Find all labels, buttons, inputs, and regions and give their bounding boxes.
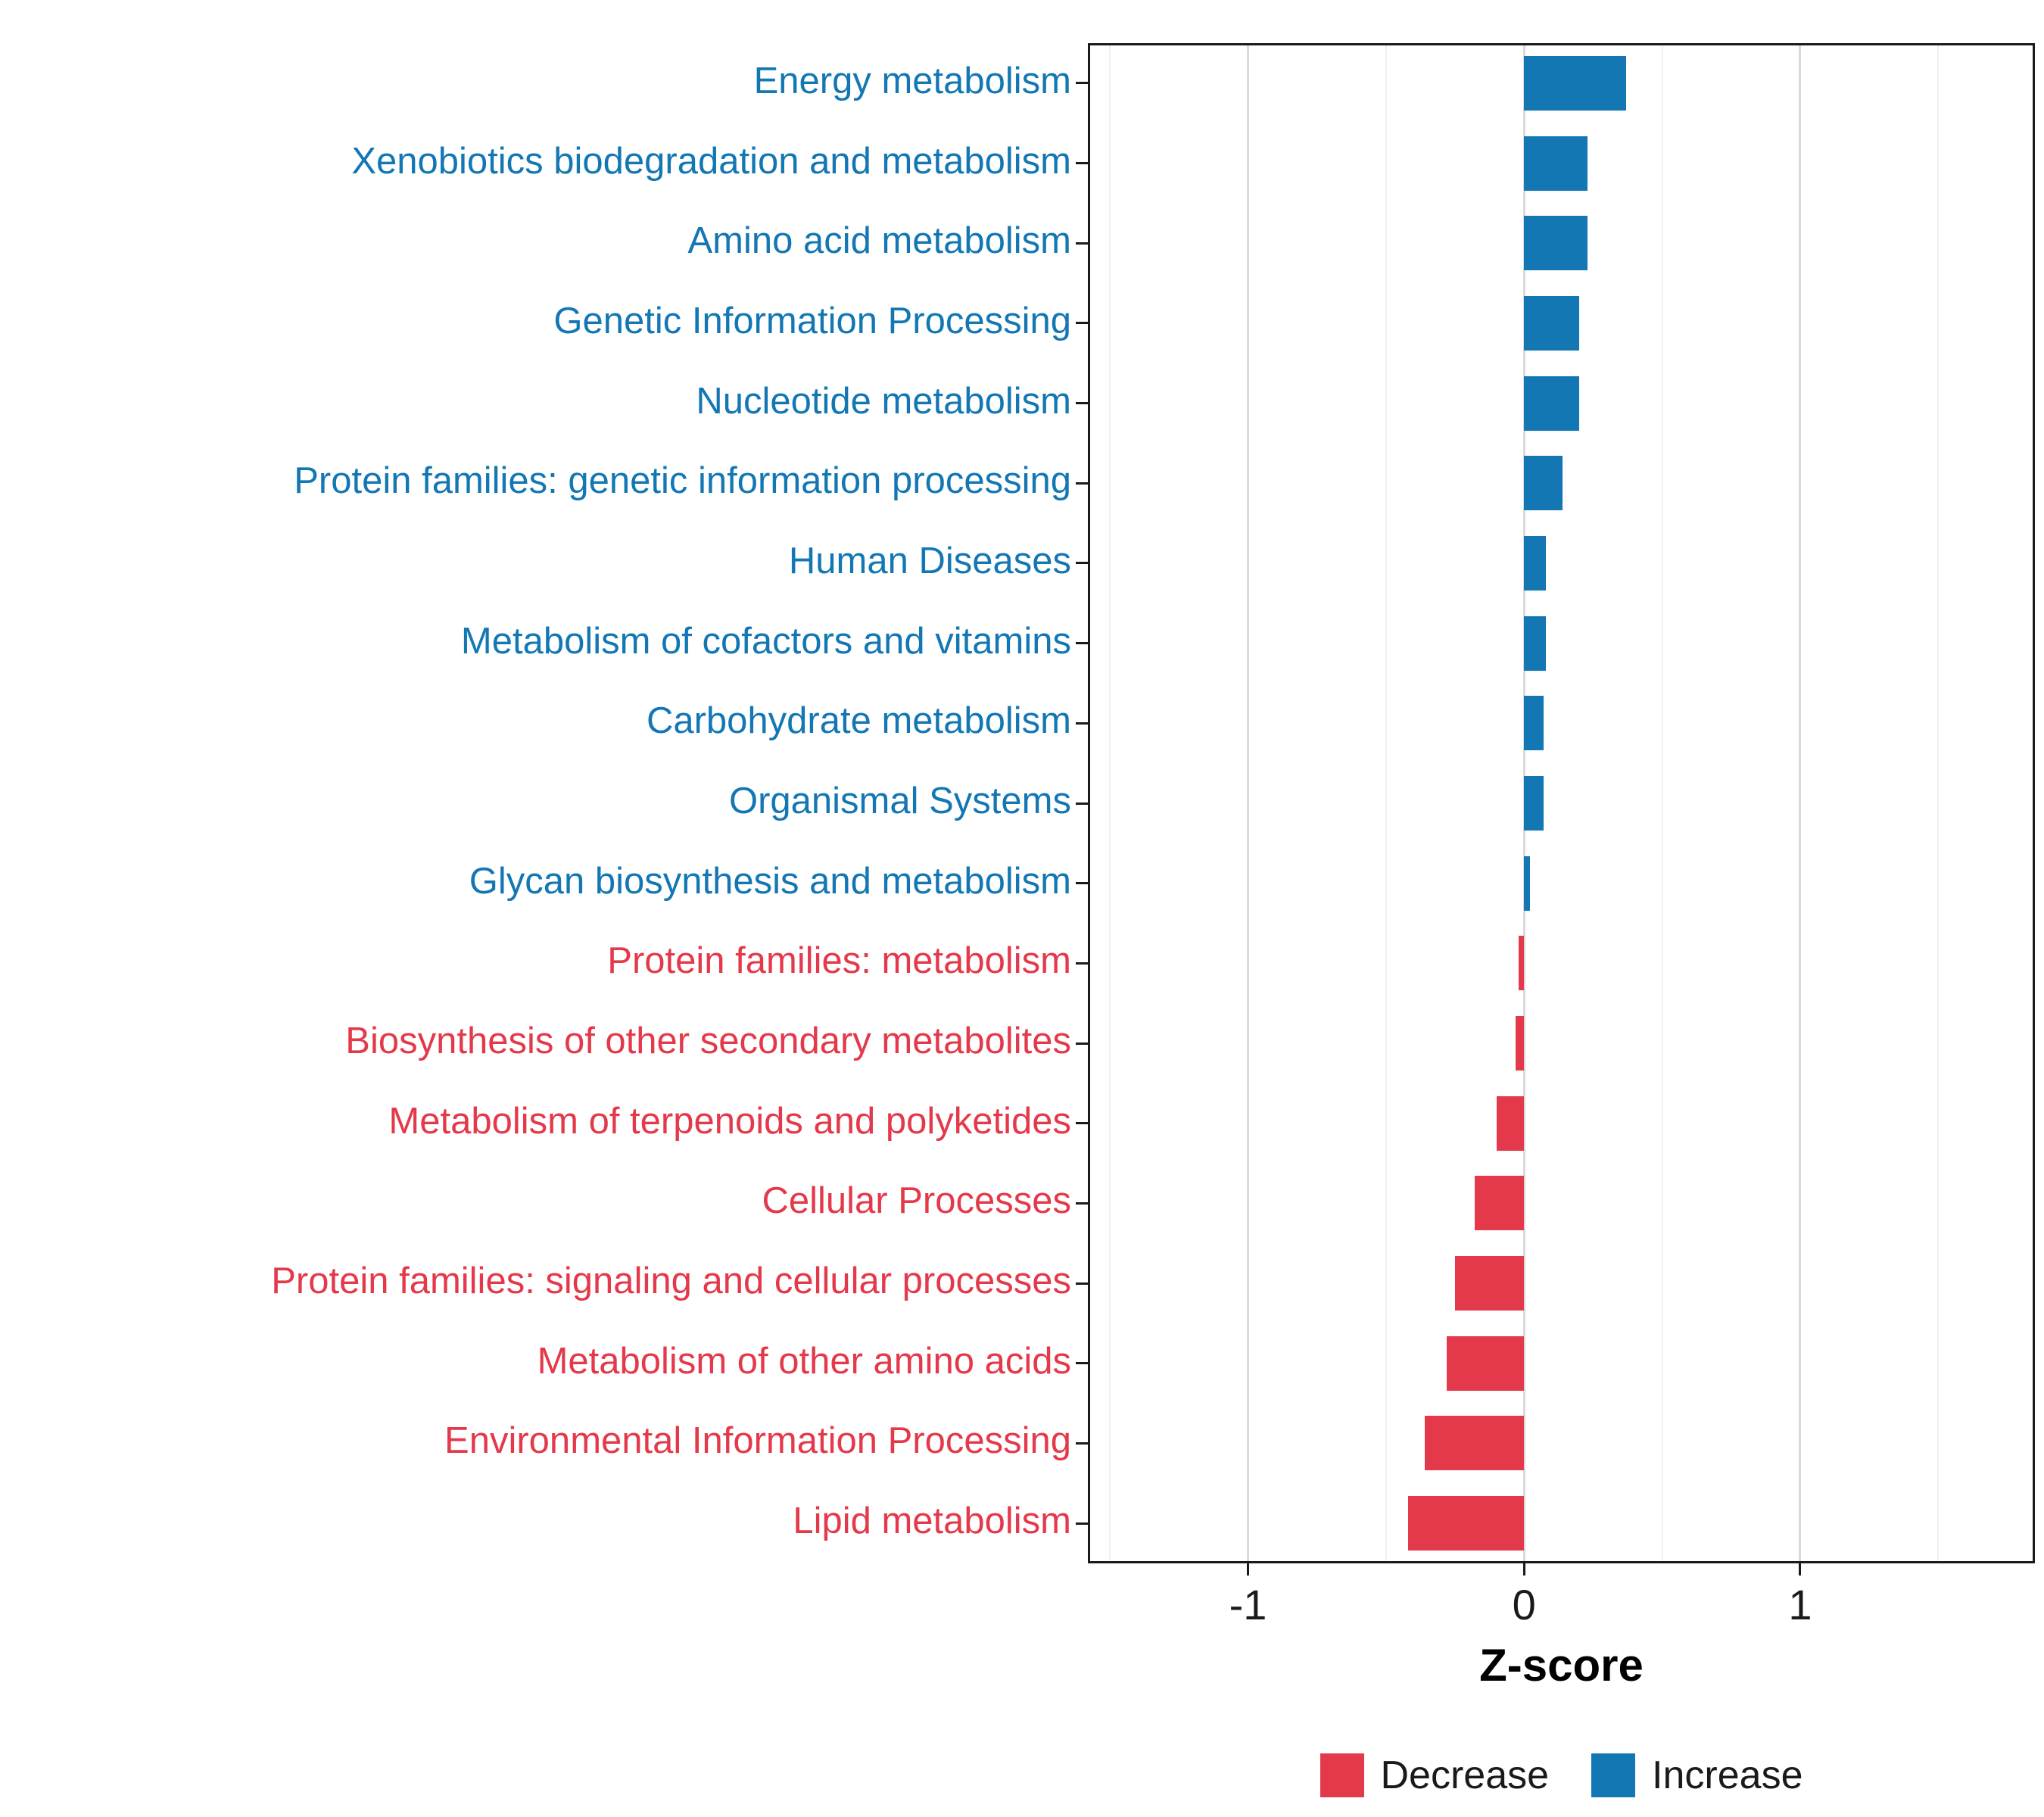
- category-label: Human Diseases: [788, 540, 1071, 581]
- category-label: Cellular Processes: [762, 1180, 1072, 1222]
- y-tick: [1076, 961, 1088, 965]
- category-label: Protein families: metabolism: [607, 940, 1071, 982]
- bar: [1524, 776, 1544, 831]
- y-tick: [1076, 562, 1088, 565]
- y-tick: [1076, 722, 1088, 725]
- bar: [1424, 1416, 1525, 1471]
- category-label: Glycan biosynthesis and metabolism: [469, 860, 1071, 902]
- bar: [1496, 1095, 1525, 1151]
- x-tick: [1799, 1563, 1802, 1575]
- bar: [1524, 55, 1627, 111]
- bar: [1524, 136, 1588, 191]
- legend: Decrease Increase: [1320, 1753, 1803, 1798]
- bar: [1524, 295, 1580, 351]
- legend-label: Decrease: [1380, 1753, 1550, 1797]
- bar: [1408, 1496, 1525, 1551]
- bar: [1524, 616, 1547, 671]
- y-tick: [1076, 242, 1088, 245]
- x-tick: [1522, 1563, 1525, 1575]
- y-tick: [1076, 1522, 1088, 1525]
- category-label: Energy metabolism: [753, 60, 1071, 101]
- y-tick: [1076, 1362, 1088, 1365]
- bar: [1524, 376, 1580, 431]
- y-tick: [1076, 882, 1088, 885]
- category-label: Amino acid metabolism: [687, 220, 1071, 262]
- gridline-major: [1799, 43, 1802, 1563]
- x-tick-label: 1: [1788, 1581, 1812, 1628]
- bar: [1524, 696, 1544, 751]
- y-tick: [1076, 482, 1088, 485]
- y-tick: [1076, 162, 1088, 165]
- bar: [1518, 936, 1525, 991]
- gridline-major: [1247, 43, 1250, 1563]
- category-label: Biosynthesis of other secondary metaboli…: [345, 1021, 1071, 1062]
- y-tick: [1076, 802, 1088, 805]
- legend-item: Decrease: [1320, 1753, 1549, 1798]
- bar: [1474, 1176, 1525, 1231]
- y-tick: [1076, 82, 1088, 85]
- category-label: Nucleotide metabolism: [696, 380, 1071, 422]
- y-tick: [1076, 1042, 1088, 1045]
- bar: [1524, 856, 1530, 911]
- category-label: Metabolism of terpenoids and polyketides: [388, 1100, 1071, 1142]
- category-label: Genetic Information Processing: [553, 300, 1071, 341]
- legend-label: Increase: [1652, 1753, 1803, 1797]
- y-tick: [1076, 1122, 1088, 1125]
- gridline-minor: [1937, 43, 1940, 1563]
- category-label: Protein families: signaling and cellular…: [271, 1261, 1071, 1302]
- bar: [1455, 1256, 1525, 1311]
- bar: [1524, 216, 1588, 271]
- legend-swatch-decrease: [1320, 1753, 1364, 1797]
- x-axis-title: Z-score: [1479, 1640, 1644, 1691]
- y-tick: [1076, 642, 1088, 645]
- x-tick-label: -1: [1229, 1581, 1267, 1628]
- category-label: Metabolism of cofactors and vitamins: [460, 620, 1071, 662]
- gridline-minor: [1661, 43, 1663, 1563]
- gridline-minor: [1109, 43, 1111, 1563]
- x-tick-label: 0: [1512, 1581, 1536, 1628]
- legend-swatch-increase: [1591, 1753, 1636, 1797]
- category-label: Environmental Information Processing: [444, 1420, 1071, 1462]
- y-tick: [1076, 1201, 1088, 1205]
- category-label: Metabolism of other amino acids: [537, 1340, 1071, 1382]
- category-label: Organismal Systems: [728, 781, 1071, 821]
- bar: [1516, 1016, 1525, 1071]
- gridline-minor: [1385, 43, 1387, 1563]
- legend-item: Increase: [1591, 1753, 1803, 1798]
- y-tick: [1076, 402, 1088, 405]
- x-tick: [1247, 1563, 1250, 1575]
- bar: [1524, 456, 1563, 511]
- y-tick: [1076, 322, 1088, 325]
- bar: [1524, 535, 1547, 591]
- bar: [1447, 1335, 1525, 1391]
- y-tick: [1076, 1441, 1088, 1445]
- panel-border: [1088, 43, 2035, 1563]
- category-label: Carbohydrate metabolism: [646, 700, 1071, 742]
- category-label: Lipid metabolism: [793, 1501, 1071, 1542]
- y-tick: [1076, 1282, 1088, 1285]
- category-label: Protein families: genetic information pr…: [294, 460, 1071, 502]
- category-label: Xenobiotics biodegradation and metabolis…: [351, 140, 1071, 182]
